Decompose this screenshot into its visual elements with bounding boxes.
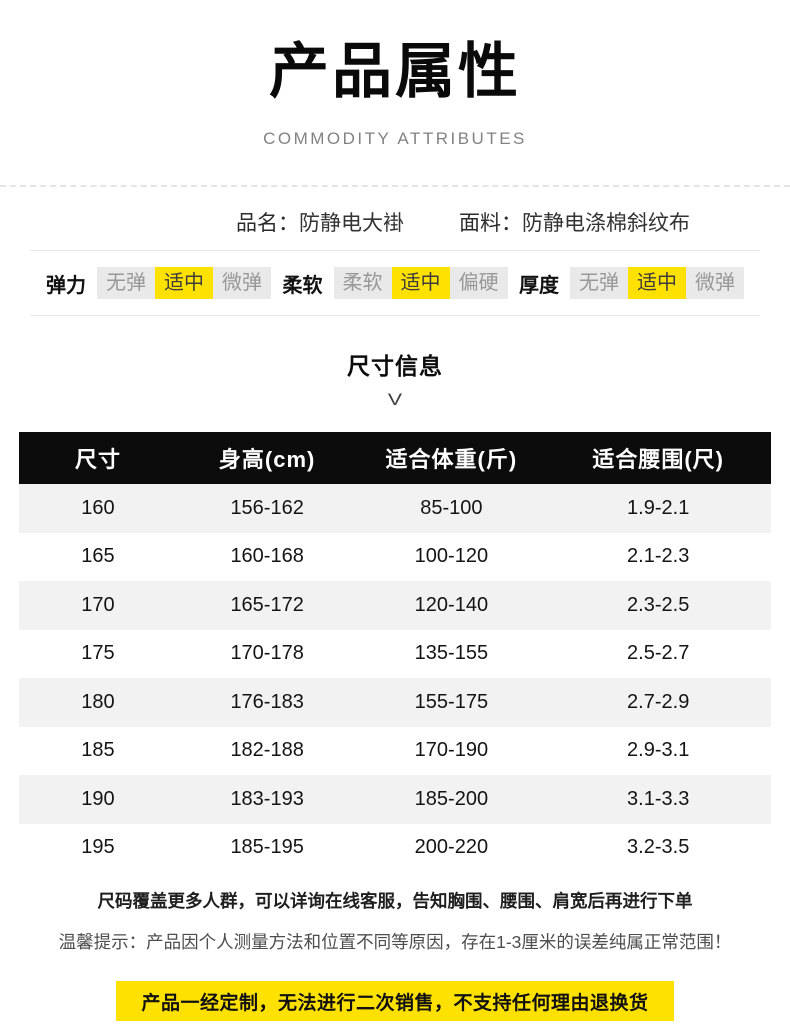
cell-height: 183-193 (230, 787, 304, 810)
attr-option: 柔软 (333, 267, 392, 299)
cell-height: 156-162 (230, 496, 304, 519)
attr-option-selected: 适中 (628, 267, 686, 299)
attr-option: 微弹 (213, 267, 271, 299)
fabric-value: 防静电涤棉斜纹布 (522, 212, 690, 235)
product-name-item: 品名：防静电大褂 (236, 207, 404, 237)
attr-options-elasticity: 无弹 适中 微弹 (97, 267, 271, 299)
cell-size: 185 (81, 739, 115, 762)
cell-size: 170 (81, 593, 115, 616)
cell-size: 165 (81, 545, 115, 568)
cell-weight: 185-200 (414, 787, 489, 810)
table-row: 170 165-172 120-140 2.3-2.5 (19, 581, 771, 630)
cell-size: 190 (81, 787, 115, 810)
table-row: 165 160-168 100-120 2.1-2.3 (19, 532, 771, 581)
cell-waist: 1.9-2.1 (627, 496, 690, 519)
col-header-height: 身高(cm) (176, 432, 358, 484)
no-return-policy-banner: 产品一经定制，无法进行二次销售，不支持任何理由退换货 (116, 981, 674, 1021)
cell-waist: 2.1-2.3 (627, 545, 690, 568)
attr-group-thickness: 厚度 无弹 适中 微弹 (519, 267, 744, 299)
table-row: 195 185-195 200-220 3.2-3.5 (19, 823, 771, 872)
cell-waist: 2.5-2.7 (627, 642, 690, 665)
table-row: 175 170-178 135-155 2.5-2.7 (19, 629, 771, 678)
cell-weight: 85-100 (420, 496, 483, 519)
attr-option-selected: 适中 (155, 267, 213, 299)
page-subtitle: COMMODITY ATTRIBUTES (263, 129, 527, 148)
cell-waist: 2.3-2.5 (627, 593, 690, 616)
cell-height: 160-168 (230, 545, 304, 568)
page-title: 产品属性 (269, 38, 521, 105)
attr-option: 偏硬 (449, 267, 508, 299)
size-coverage-note: 尺码覆盖更多人群，可以详询在线客服，告知胸围、腰围、肩宽后再进行下单 (97, 891, 693, 911)
cell-size: 160 (81, 496, 115, 519)
size-table: 尺寸 身高(cm) 适合体重(斤) 适合腰围(尺) 160 156-162 85… (19, 432, 771, 872)
fabric-item: 面料：防静电涤棉斜纹布 (459, 207, 690, 237)
attr-option: 微弹 (686, 267, 744, 299)
attr-option-selected: 适中 (391, 267, 450, 299)
cell-waist: 2.9-3.1 (627, 739, 690, 762)
attributes-row: 弹力 无弹 适中 微弹 柔软 柔软 适中 偏硬 厚度 无弹 适中 微弹 (0, 266, 790, 300)
table-row: 185 182-188 170-190 2.9-3.1 (19, 726, 771, 775)
cell-size: 180 (81, 690, 115, 713)
cell-height: 182-188 (230, 739, 304, 762)
col-header-weight: 适合体重(斤) (357, 432, 546, 484)
cell-weight: 200-220 (414, 836, 489, 859)
chevron-down-icon: V (387, 390, 403, 409)
cell-height: 176-183 (230, 690, 304, 713)
cell-height: 185-195 (230, 836, 304, 859)
col-header-waist: 适合腰围(尺) (545, 432, 771, 484)
attr-option: 无弹 (570, 267, 628, 299)
table-row: 180 176-183 155-175 2.7-2.9 (19, 678, 771, 727)
cell-waist: 2.7-2.9 (627, 690, 690, 713)
cell-size: 195 (81, 836, 115, 859)
attr-options-softness: 柔软 适中 偏硬 (333, 267, 508, 299)
cell-height: 170-178 (230, 642, 304, 665)
dashed-divider (0, 185, 790, 187)
table-row: 160 156-162 85-100 1.9-2.1 (19, 484, 771, 533)
attr-group-elasticity: 弹力 无弹 适中 微弹 (46, 267, 271, 299)
size-section-title: 尺寸信息 (347, 353, 443, 379)
attr-option: 无弹 (97, 267, 155, 299)
product-info-row: 品名：防静电大褂 面料：防静电涤棉斜纹布 (68, 206, 790, 238)
attr-group-softness: 柔软 柔软 适中 偏硬 (283, 267, 508, 299)
cell-weight: 170-190 (414, 739, 489, 762)
attr-label-softness: 柔软 (282, 274, 323, 297)
cell-weight: 155-175 (414, 690, 489, 713)
attr-options-thickness: 无弹 适中 微弹 (570, 267, 744, 299)
cell-weight: 120-140 (414, 593, 489, 616)
attr-label-elasticity: 弹力 (46, 274, 86, 297)
product-name-value: 防静电大褂 (299, 212, 404, 235)
measurement-tolerance-note: 温馨提示：产品因个人测量方法和位置不同等原因，存在1-3厘米的误差纯属正常范围！ (58, 932, 732, 952)
cell-size: 175 (81, 642, 115, 665)
divider-top (30, 250, 760, 251)
divider-bottom (30, 315, 760, 316)
cell-weight: 100-120 (414, 545, 489, 568)
cell-weight: 135-155 (414, 642, 489, 665)
col-header-size: 尺寸 (19, 432, 177, 484)
table-row: 190 183-193 185-200 3.1-3.3 (19, 775, 771, 824)
fabric-label: 面料： (459, 212, 522, 235)
cell-waist: 3.1-3.3 (627, 787, 690, 810)
cell-height: 165-172 (230, 593, 304, 616)
cell-waist: 3.2-3.5 (627, 836, 690, 859)
attr-label-thickness: 厚度 (519, 274, 559, 297)
product-name-label: 品名： (236, 212, 299, 235)
size-table-header-row: 尺寸 身高(cm) 适合体重(斤) 适合腰围(尺) (19, 432, 771, 484)
